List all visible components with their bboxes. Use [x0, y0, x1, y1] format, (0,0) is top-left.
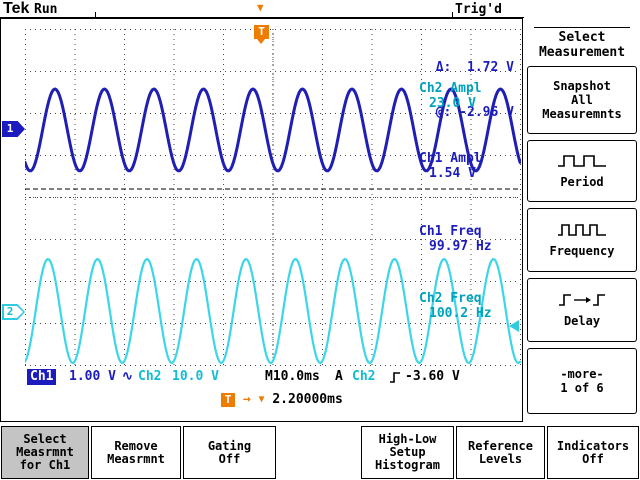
measurement-label: Ch2 Freq: [419, 291, 482, 306]
waveform-ch1: [25, 87, 521, 173]
trigger-mode: A: [335, 369, 343, 384]
ch2-position-marker: 2: [2, 304, 25, 320]
side-menu-separator: [534, 27, 630, 28]
delay-wave-icon: [559, 294, 605, 306]
trigger-status: Trig'd: [455, 2, 502, 17]
highlow-setup-histogram-button[interactable]: High-Low Setup Histogram: [361, 426, 454, 479]
cursor-readout: Δ: 1.72 V @: -2.96 V: [436, 30, 514, 150]
measurement-value: 100.2 Hz: [429, 306, 492, 321]
measurement-label: Ch1 Ampl: [419, 151, 482, 166]
reference-levels-label: Reference Levels: [467, 438, 534, 466]
measurement-label: Ch1 Freq: [419, 224, 482, 239]
record-end-tick: [452, 12, 453, 17]
snapshot-all-label: Snapshot All Measuremnts: [542, 79, 622, 121]
rising-edge-icon: [390, 372, 400, 383]
record-view-line: [0, 17, 524, 18]
snapshot-all-button[interactable]: Snapshot All Measuremnts: [527, 66, 637, 134]
indicators-button[interactable]: Indicators Off: [547, 426, 639, 479]
frequency-button[interactable]: Frequency: [527, 208, 637, 272]
trigger-point-flag-stem: [257, 39, 265, 44]
indicators-label: Indicators Off: [556, 438, 630, 466]
period-square-wave-icon: [558, 155, 606, 167]
trigger-point-flag: T: [254, 25, 269, 39]
gating-label: Gating Off: [207, 438, 252, 466]
waveform-display: T Δ: 1.72 V @: -2.96 V Ch2 Ampl 23.0 V C…: [0, 18, 523, 422]
ch1-position-marker: 1: [2, 121, 25, 137]
measurement-ch1-freq: Ch1 Freq 99.97 Hz: [419, 224, 492, 254]
remove-measrmnt-label: Remove Measrmnt: [107, 438, 165, 466]
measurement-ch2-freq: Ch2 Freq 100.2 Hz: [419, 291, 492, 321]
more-pages-button[interactable]: -more- 1 of 6: [527, 348, 637, 414]
measurement-value: 23.0 V: [429, 96, 476, 111]
measurement-ch1-ampl: Ch1 Ampl 1.54 V: [419, 151, 482, 181]
select-measrmnt-ch1-button[interactable]: Select Measrmnt for Ch1: [1, 426, 89, 479]
delay-readout: T → ▼ 2.20000ms: [221, 392, 343, 408]
ch1-scale: 1.00 V: [69, 369, 116, 384]
graticule: [25, 29, 521, 366]
trigger-position-icon: ▼: [257, 1, 264, 14]
trigger-source: Ch2: [352, 369, 376, 384]
graticule-grid: [25, 29, 521, 366]
frequency-label: Frequency: [549, 244, 615, 258]
measurement-ch2-ampl: Ch2 Ampl 23.0 V: [419, 81, 482, 111]
period-label: Period: [560, 175, 604, 189]
ch2-scale: 10.0 V: [172, 369, 219, 384]
period-button[interactable]: Period: [527, 140, 637, 202]
acquisition-state: Run: [34, 2, 58, 17]
select-measrmnt-ch1-label: Select Measrmnt for Ch1: [16, 432, 74, 472]
tek-logo: Tek: [3, 0, 30, 17]
reference-levels-button[interactable]: Reference Levels: [456, 426, 545, 479]
delay-button[interactable]: Delay: [527, 278, 637, 342]
waveform-ch2: [25, 258, 521, 365]
cursor-at: @: -2.96 V: [435, 105, 514, 120]
trigger-level-arrow-icon: [509, 320, 519, 332]
measurement-value: 99.97 Hz: [429, 239, 492, 254]
more-pages-label: -more- 1 of 6: [560, 367, 604, 395]
delay-trigger-flag-icon: T: [221, 392, 235, 407]
side-menu-title: Select Measurement: [538, 30, 626, 60]
ch2-marker-number: 2: [6, 305, 14, 318]
trigger-level-readout: -3.60 V: [405, 369, 460, 384]
record-start-tick: [95, 12, 96, 17]
delay-label: Delay: [563, 314, 601, 328]
cursor-delta: Δ: 1.72 V: [435, 60, 514, 75]
ch1-coupling-icon: ∿: [122, 369, 133, 384]
measurement-value: 1.54 V: [429, 166, 476, 181]
delay-arrow-icon: →: [242, 392, 251, 407]
status-bar: Ch1 1.00 V ∿ Ch2 10.0 V M10.0ms A Ch2 -3…: [25, 369, 521, 386]
delay-pointer-icon: ▼: [258, 394, 265, 405]
timebase-readout: M10.0ms: [265, 369, 320, 384]
ch1-badge: Ch1: [27, 369, 57, 385]
highlow-setup-histogram-label: High-Low Setup Histogram: [374, 432, 441, 472]
frequency-square-wave-icon: [558, 224, 606, 236]
gating-button[interactable]: Gating Off: [183, 426, 276, 479]
ch1-marker-number: 1: [6, 122, 14, 135]
ch2-marker-fill: [4, 306, 23, 318]
remove-measrmnt-button[interactable]: Remove Measrmnt: [91, 426, 181, 479]
measurement-label: Ch2 Ampl: [419, 81, 482, 96]
ch2-label: Ch2: [138, 369, 162, 384]
delay-value: 2.20000ms: [272, 392, 343, 407]
